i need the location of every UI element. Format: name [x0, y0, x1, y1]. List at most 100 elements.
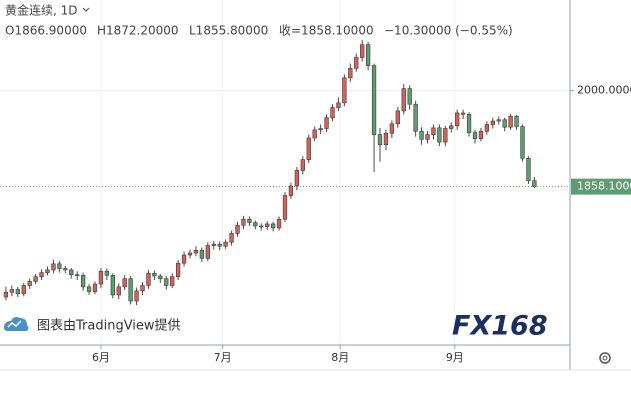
- candle-body: [57, 263, 62, 269]
- candle-body: [478, 130, 484, 139]
- candle-body: [449, 125, 454, 129]
- plot-area: [0, 0, 570, 345]
- candle-body: [407, 88, 412, 105]
- ohlc-high: H1872.20000: [97, 24, 179, 38]
- candle-body: [514, 116, 519, 127]
- candle-body: [187, 252, 193, 256]
- tv-logo: [4, 317, 29, 331]
- candle-body: [395, 110, 400, 125]
- ohlc-low: L1855.80000: [189, 24, 268, 38]
- candle-body: [354, 57, 359, 69]
- candle-body: [270, 223, 276, 229]
- candle-body: [98, 270, 104, 285]
- candle-body: [86, 286, 92, 292]
- candle-body: [235, 224, 240, 234]
- candle-body: [69, 269, 74, 275]
- ohlc-open: O1866.90000: [5, 24, 87, 38]
- candle-body: [413, 103, 418, 132]
- candle-body: [348, 68, 353, 79]
- candle-body: [443, 128, 448, 143]
- candle-body: [490, 120, 495, 125]
- candle-body: [460, 112, 466, 115]
- candle-body: [419, 130, 424, 140]
- candle-body: [223, 241, 228, 247]
- candle-body: [80, 275, 86, 288]
- candle-body: [294, 170, 300, 187]
- candle-body: [122, 278, 127, 288]
- last-price-label: 1858.10000: [577, 180, 631, 193]
- candle-body: [170, 276, 175, 286]
- candle-body: [27, 281, 32, 286]
- candle-body: [265, 223, 270, 227]
- candle-body: [175, 262, 181, 277]
- candle-body: [371, 65, 377, 135]
- candle-body: [158, 275, 163, 280]
- candle-body: [466, 114, 472, 133]
- candle-body: [526, 157, 531, 181]
- candle-body: [128, 278, 133, 302]
- x-tick-label: 6月: [92, 351, 110, 364]
- candle-body: [116, 286, 121, 296]
- candle-body: [383, 132, 389, 146]
- candle-body: [389, 123, 395, 134]
- candle-body: [312, 129, 317, 139]
- candle-body: [431, 127, 436, 135]
- candle-body: [247, 218, 252, 223]
- symbol-title: 黄金连续, 1D: [5, 3, 78, 18]
- candle-body: [193, 249, 199, 254]
- settings-gear[interactable]: [599, 352, 611, 364]
- candle-body: [253, 222, 258, 227]
- ohlc-change: −10.30000 (−0.55%): [384, 24, 513, 38]
- candle-body: [330, 107, 335, 119]
- candle-body: [211, 243, 216, 246]
- candle-body: [104, 270, 110, 276]
- last-price-box: [571, 178, 631, 195]
- candle-body: [259, 225, 264, 228]
- candle-body: [33, 276, 38, 282]
- candle-body: [75, 274, 80, 276]
- candle-body: [520, 126, 525, 159]
- candle-body: [199, 249, 205, 259]
- candle-body: [425, 134, 430, 140]
- candle-body: [241, 218, 246, 226]
- candle-body: [508, 116, 513, 128]
- candle-body: [300, 159, 305, 171]
- candle-body: [63, 268, 68, 271]
- candle-body: [455, 112, 460, 127]
- candle-body: [306, 137, 311, 160]
- candle-body: [110, 275, 115, 296]
- candle-body: [496, 119, 501, 122]
- x-tick-label: 8月: [331, 351, 349, 364]
- candle-body: [365, 44, 371, 66]
- interval-chevron[interactable]: [82, 7, 90, 12]
- candle-body: [282, 195, 288, 220]
- candle-body: [146, 272, 151, 286]
- candle-body: [229, 233, 234, 243]
- candle-body: [377, 134, 383, 146]
- candle-body: [92, 283, 98, 292]
- candle-body: [401, 88, 406, 112]
- candle-body: [288, 185, 294, 196]
- candle-body: [205, 245, 210, 259]
- candle-body: [45, 269, 50, 273]
- candle-body: [51, 263, 56, 271]
- candle-body: [276, 218, 282, 229]
- candle-body: [9, 289, 15, 293]
- candle-body: [360, 44, 365, 58]
- y-tick-label: 2000.00000: [577, 84, 631, 97]
- candle-body: [39, 272, 44, 277]
- candle-body: [484, 124, 490, 132]
- x-tick-label: 9月: [446, 351, 464, 364]
- candle-body: [181, 254, 187, 264]
- ohlc-close: 收=1858.10000: [279, 24, 374, 38]
- candle-body: [502, 119, 507, 128]
- candle-body: [3, 291, 9, 298]
- candle-body: [342, 77, 347, 104]
- candle-body: [21, 285, 26, 294]
- candle-body: [318, 128, 323, 131]
- candle-body: [164, 278, 169, 286]
- candle-body: [134, 290, 139, 302]
- fx168-logo: FX168: [452, 311, 548, 342]
